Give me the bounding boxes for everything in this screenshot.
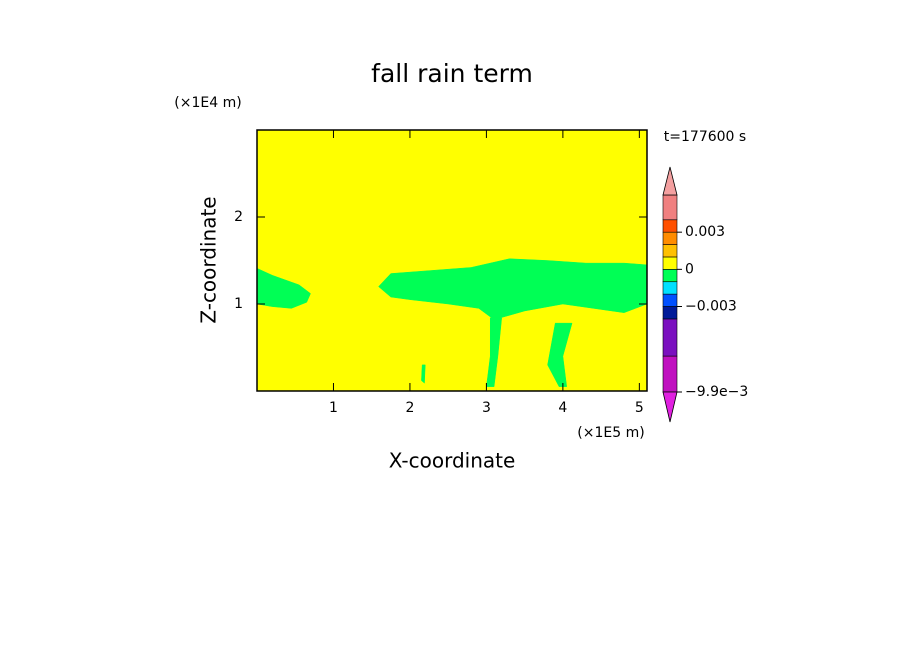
colorbar-segment <box>662 281 678 295</box>
colorbar-segment <box>662 231 678 245</box>
colorbar-tick-label: 0.003 <box>685 224 725 240</box>
colorbar-segment <box>662 219 678 233</box>
contour-region <box>547 322 573 387</box>
x-tick-label: 2 <box>405 400 414 416</box>
colorbar-segment <box>662 256 678 270</box>
colorbar-tick-label: −0.003 <box>685 299 737 315</box>
x-tick-label: 3 <box>482 400 491 416</box>
y-unit-label: (×1E4 m) <box>174 95 241 111</box>
contour-region <box>256 267 311 309</box>
colorbar-segment <box>662 318 678 357</box>
colorbar-segment <box>662 306 678 320</box>
colorbar-segment <box>662 244 678 258</box>
y-axis-label: Z-coordinate <box>197 196 221 323</box>
x-tick-label: 1 <box>329 400 338 416</box>
plot-frame <box>256 129 648 392</box>
y-tick-label: 2 <box>234 209 243 225</box>
colorbar-segment <box>662 194 678 221</box>
colorbar-segment <box>662 269 678 283</box>
x-tick-label: 5 <box>635 400 644 416</box>
colorbar-tick-label: 0 <box>685 261 694 277</box>
x-unit-label: (×1E5 m) <box>577 425 644 441</box>
contour-region <box>378 258 648 320</box>
contour-region <box>421 364 426 384</box>
y-tick-label: 1 <box>234 296 243 312</box>
colorbar-segment <box>662 355 678 393</box>
contour-region <box>486 317 502 387</box>
time-label: t=177600 s <box>664 129 746 145</box>
colorbar-over <box>662 166 678 196</box>
colorbar-tick-label: −9.9e−3 <box>685 384 748 400</box>
x-tick-label: 4 <box>558 400 567 416</box>
colorbar-segment <box>662 293 678 307</box>
x-axis-label: X-coordinate <box>389 449 516 473</box>
chart-title: fall rain term <box>371 59 533 88</box>
colorbar-under <box>662 391 678 423</box>
field-background <box>257 130 647 391</box>
